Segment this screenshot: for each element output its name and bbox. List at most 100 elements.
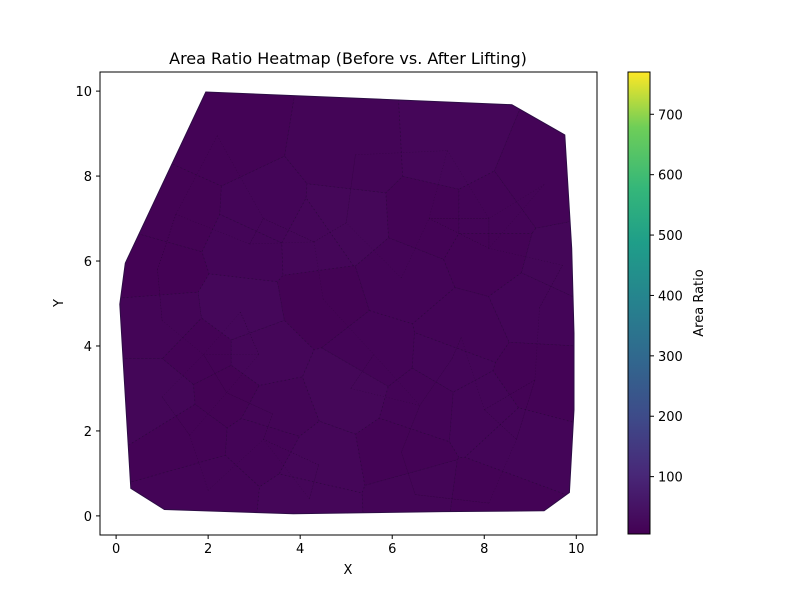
colorbar-tick-label: 200 [658, 410, 683, 425]
mesh-edge [313, 222, 347, 243]
colorbar-tick-label: 700 [658, 108, 683, 123]
colorbar-label: Area Ratio [692, 269, 707, 336]
x-tick-label: 10 [568, 542, 585, 557]
mesh-edge [249, 218, 264, 245]
mesh-cell [361, 459, 458, 514]
mesh-edge [345, 154, 356, 223]
mesh-cell [277, 265, 370, 351]
mesh-edge [355, 150, 448, 156]
mesh-edge [451, 337, 462, 359]
mesh-edge [484, 379, 536, 410]
colorbar [627, 71, 651, 535]
y-tick-label: 8 [84, 170, 92, 185]
mesh-edge [484, 379, 536, 410]
mesh-edge [161, 396, 190, 436]
mesh-layer [119, 91, 575, 515]
mesh-cell [488, 272, 575, 349]
y-tick-label: 6 [84, 255, 92, 270]
mesh-cell [443, 456, 575, 514]
mesh-edge [226, 354, 259, 393]
mesh-edge [189, 435, 209, 491]
mesh-edge [534, 307, 540, 381]
mesh-edge [516, 379, 536, 440]
mesh-edge [401, 218, 430, 279]
y-tick-label: 0 [84, 510, 92, 525]
colorbar-tick-label: 500 [658, 229, 683, 244]
mesh-edge [175, 214, 250, 245]
mesh-edge [263, 439, 319, 466]
mesh-edge [488, 439, 517, 504]
mesh-edge [419, 358, 453, 406]
mesh-edge [313, 222, 347, 243]
mesh-cell [411, 332, 496, 393]
mesh-edge [539, 265, 563, 308]
mesh-cell [119, 403, 228, 500]
colorbar-tick-label: 400 [658, 289, 683, 304]
colorbar-tick-label: 100 [658, 471, 683, 486]
mesh-edge [350, 354, 375, 389]
x-tick-label: 6 [388, 542, 396, 557]
mesh-cell [302, 347, 389, 435]
mesh-edge [460, 337, 485, 410]
plot-frame [99, 71, 598, 536]
mesh-edge [350, 354, 375, 389]
mesh-edge [346, 222, 402, 279]
mesh-cell [224, 418, 301, 488]
y-axis-label: Y [52, 299, 67, 308]
mesh-edge [313, 241, 324, 300]
mesh-edge [447, 150, 490, 219]
mesh-edge [419, 358, 453, 406]
mesh-edge [428, 218, 490, 249]
y-axis-ticks: 0 2 4 6 8 10 [75, 85, 100, 525]
mesh-cell [395, 92, 546, 190]
mesh-edge [263, 439, 310, 500]
x-tick-label: 4 [296, 542, 304, 557]
mesh-edge [161, 396, 190, 436]
mesh-edge [189, 392, 227, 436]
mesh-edge [263, 439, 319, 466]
mesh-cell [240, 376, 320, 437]
mesh-cell [320, 310, 415, 387]
colorbar-ticks: 100 200 300 400 500 600 700 [650, 108, 683, 486]
mesh-edge [488, 184, 545, 249]
mesh-edge [373, 354, 420, 406]
colorbar-tick-label: 600 [658, 169, 683, 184]
mesh-edge [203, 311, 241, 355]
mesh-cell [252, 473, 366, 514]
y-tick-label: 4 [84, 340, 92, 355]
mesh-edge [263, 218, 315, 243]
mesh-edge [539, 265, 563, 308]
x-axis-label: X [344, 563, 353, 578]
x-tick-label: 2 [204, 542, 212, 557]
y-tick-label: 2 [84, 425, 92, 440]
mesh-cell [119, 454, 260, 514]
mesh-edge [484, 409, 517, 440]
mesh-edge [161, 354, 204, 398]
mesh-edge [226, 392, 273, 415]
mesh-edge [249, 218, 264, 245]
mesh-edge [263, 218, 315, 243]
chart-title: Area Ratio Heatmap (Before vs. After Lif… [169, 49, 527, 68]
mesh-edge [323, 299, 374, 355]
mesh-cell [284, 92, 404, 194]
mesh-edge [428, 218, 490, 249]
mesh-edge [345, 154, 356, 223]
x-axis-ticks: 0 2 4 6 8 10 [112, 535, 585, 557]
colorbar-tick-label: 300 [658, 350, 683, 365]
mesh-edge [415, 494, 489, 504]
mesh-edge [484, 409, 517, 440]
mesh-edge [157, 214, 177, 270]
mesh-edge [157, 269, 163, 321]
mesh-edge [207, 439, 264, 491]
x-tick-label: 8 [480, 542, 488, 557]
mesh-edge [226, 392, 273, 415]
mesh-edge [451, 337, 462, 359]
mesh-cell [230, 319, 315, 386]
mesh-cell [281, 197, 355, 276]
mesh-cell [492, 341, 575, 436]
mesh-cell [119, 214, 210, 303]
mesh-boundary [119, 91, 575, 515]
x-tick-label: 0 [112, 542, 120, 557]
mesh-edges [157, 135, 563, 504]
